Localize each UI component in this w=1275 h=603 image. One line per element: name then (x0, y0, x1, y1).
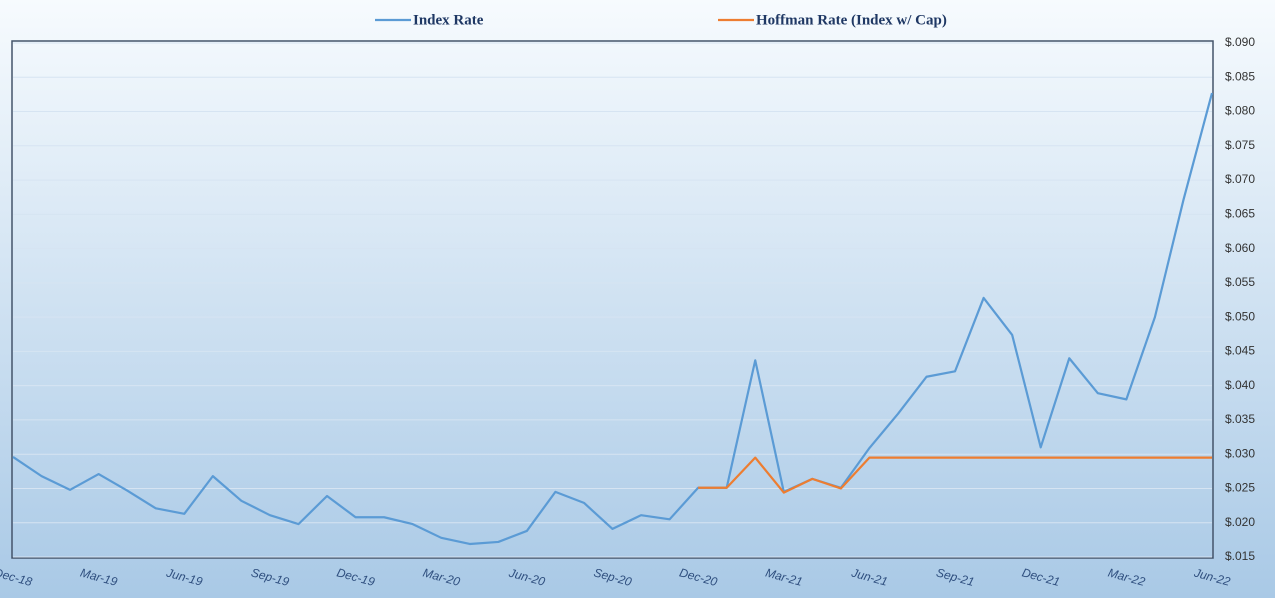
y-tick-label: $.020 (1225, 515, 1255, 529)
series-line (698, 456, 1212, 494)
plot-border (11, 40, 1214, 559)
y-tick-label: $.025 (1225, 481, 1255, 495)
y-tick-label: $.070 (1225, 172, 1255, 186)
y-tick-label: $.075 (1225, 138, 1255, 152)
y-tick-label: $.065 (1225, 207, 1255, 221)
legend-label: Hoffman Rate (Index w/ Cap) (756, 12, 947, 28)
y-tick-label: $.055 (1225, 275, 1255, 289)
legend-label: Index Rate (413, 12, 484, 28)
y-tick-label: $.015 (1225, 549, 1255, 563)
y-tick-label: $.045 (1225, 344, 1255, 358)
y-tick-label: $.030 (1225, 446, 1255, 460)
y-tick-label: $.080 (1225, 104, 1255, 118)
y-tick-label: $.035 (1225, 412, 1255, 426)
y-tick-label: $.040 (1225, 378, 1255, 392)
y-tick-label: $.085 (1225, 69, 1255, 83)
y-tick-label: $.050 (1225, 309, 1255, 323)
y-tick-label: $.090 (1225, 35, 1255, 49)
series-line (12, 92, 1214, 546)
y-tick-label: $.060 (1225, 241, 1255, 255)
